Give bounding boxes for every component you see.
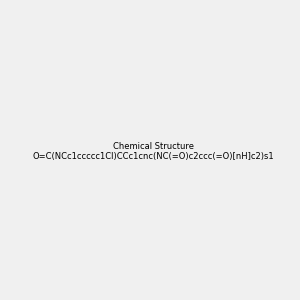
- Text: Chemical Structure
O=C(NCc1ccccc1Cl)CCc1cnc(NC(=O)c2ccc(=O)[nH]c2)s1: Chemical Structure O=C(NCc1ccccc1Cl)CCc1…: [33, 142, 274, 161]
